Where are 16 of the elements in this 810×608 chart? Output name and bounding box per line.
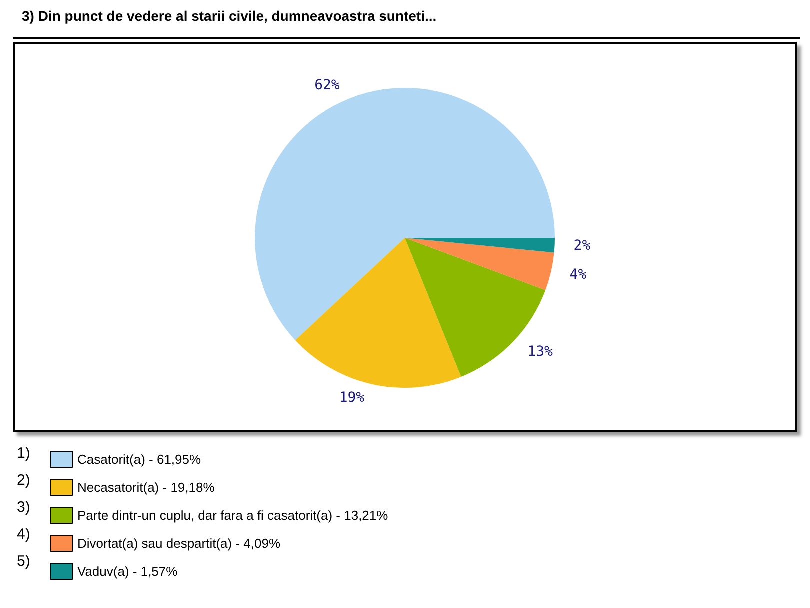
- text: 4): [17, 526, 30, 543]
- legend-label: Vaduv(a) - 1,57%: [78, 564, 178, 579]
- data-label: 4%: [570, 266, 588, 283]
- text: 1): [17, 445, 30, 462]
- legend-label: Casatorit(a) - 61,95%: [78, 452, 202, 467]
- legend-label: Parte dintr-un cuplu, dar fara a fi casatorit(a) - 13,21%: [78, 508, 389, 523]
- text: 3): [17, 499, 30, 516]
- data-label: 62%: [314, 77, 340, 94]
- chart-title: 3) Din punct de vedere al starii civile, dumneavoastra sunteti...: [22, 8, 437, 24]
- text: 2): [17, 472, 30, 489]
- data-label: 2%: [574, 238, 592, 254]
- text: 5): [17, 553, 30, 570]
- data-label: 13%: [528, 344, 554, 360]
- data-label: 19%: [339, 390, 366, 406]
- legend-label: Divortat(a) sau despartit(a) - 4,09%: [78, 536, 281, 551]
- legend-label: Necasatorit(a) - 19,18%: [78, 480, 216, 495]
